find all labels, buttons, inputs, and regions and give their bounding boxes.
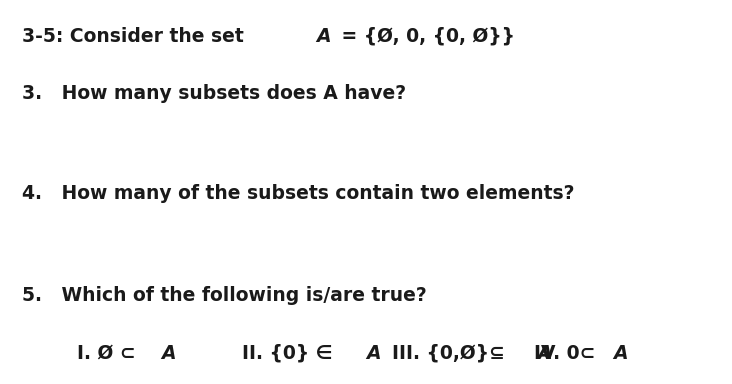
Text: 5.   Which of the following is/are true?: 5. Which of the following is/are true?	[22, 286, 427, 305]
Text: IV. 0⊂: IV. 0⊂	[534, 344, 596, 362]
Text: III. {0,Ø}⊆: III. {0,Ø}⊆	[392, 344, 504, 362]
Text: 3-5: Consider the set: 3-5: Consider the set	[22, 27, 250, 46]
Text: A: A	[161, 344, 176, 362]
Text: 3.   How many subsets does A have?: 3. How many subsets does A have?	[22, 84, 406, 103]
Text: 4.   How many of the subsets contain two elements?: 4. How many of the subsets contain two e…	[22, 184, 575, 203]
Text: A: A	[613, 344, 628, 362]
Text: A: A	[316, 27, 331, 46]
Text: A: A	[537, 344, 552, 362]
Text: II. {0} ∈: II. {0} ∈	[242, 344, 338, 362]
Text: I. Ø ⊂: I. Ø ⊂	[77, 344, 142, 362]
Text: = {Ø, 0, {0, Ø}}: = {Ø, 0, {0, Ø}}	[335, 27, 515, 46]
Text: A: A	[367, 344, 381, 362]
